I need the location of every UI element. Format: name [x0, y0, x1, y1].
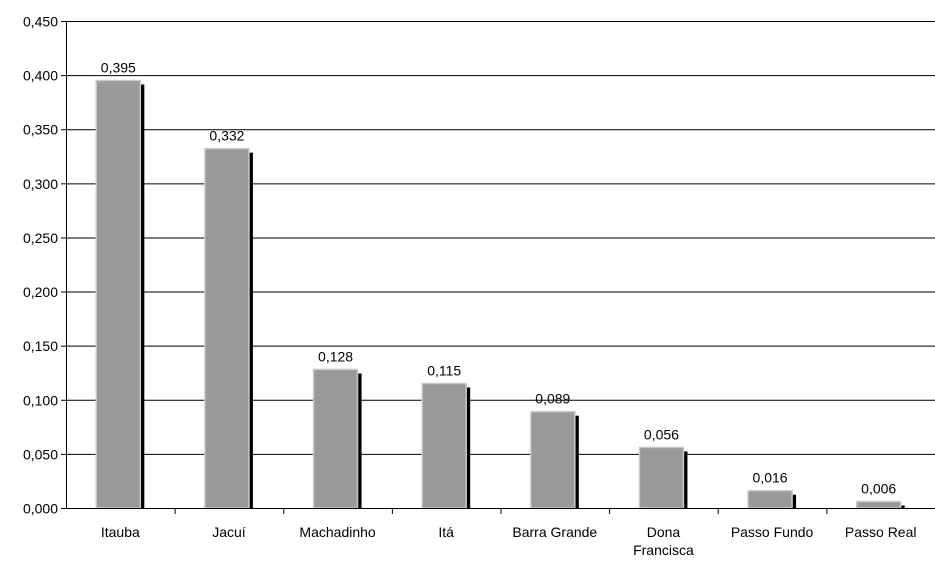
data-label: 0,395	[101, 60, 136, 76]
bar	[747, 489, 793, 509]
x-axis-tick-labels: Itauba Jacuí Machadinho Itá Barra Grande Dona…	[101, 508, 917, 558]
data-label: 0,115	[427, 363, 461, 379]
bars	[95, 79, 905, 509]
x-tick-label: Jacuí	[212, 524, 246, 540]
y-axis-tick-labels: 0,000 0,050 0,100 0,150 0,200 0,250 0,300 0,350…	[23, 14, 66, 517]
bar	[204, 147, 250, 509]
data-label: 0,332	[209, 128, 244, 144]
data-label: 0,016	[753, 470, 788, 486]
bar	[95, 79, 142, 509]
data-labels: 0,395 0,332 0,128 0,115 0,089 0,056 0,016 0,006	[101, 60, 897, 497]
y-tick-label: 0,050	[23, 446, 58, 462]
bar	[530, 410, 576, 509]
y-tick-label: 0,250	[23, 230, 58, 246]
y-tick-label: 0,200	[23, 284, 58, 300]
x-tick-label: Dona	[647, 524, 681, 540]
y-tick-label: 0,150	[23, 338, 58, 354]
x-tick-label: Itauba	[101, 524, 140, 540]
y-tick-label: 0,450	[23, 14, 58, 30]
y-tick-label: 0,300	[23, 176, 58, 192]
gridlines	[66, 21, 935, 455]
x-tick-label: Itá	[438, 524, 454, 540]
data-label: 0,128	[318, 348, 353, 364]
bar	[312, 368, 359, 509]
x-tick-label: Passo Fundo	[731, 524, 814, 540]
bar	[638, 446, 685, 509]
y-tick-label: 0,350	[23, 122, 58, 138]
x-tick-label: Passo Real	[845, 524, 917, 540]
x-tick-label: Barra Grande	[512, 524, 597, 540]
y-tick-label: 0,400	[23, 68, 58, 84]
bar	[421, 382, 467, 509]
data-label: 0,089	[535, 391, 570, 407]
data-label: 0,006	[861, 481, 896, 497]
x-tick-label: Machadinho	[299, 524, 375, 540]
x-tick-label: Francisca	[633, 542, 694, 558]
y-tick-label: 0,100	[23, 392, 58, 408]
y-tick-label: 0,000	[23, 501, 58, 517]
data-label: 0,056	[644, 426, 679, 442]
bar	[855, 500, 902, 509]
